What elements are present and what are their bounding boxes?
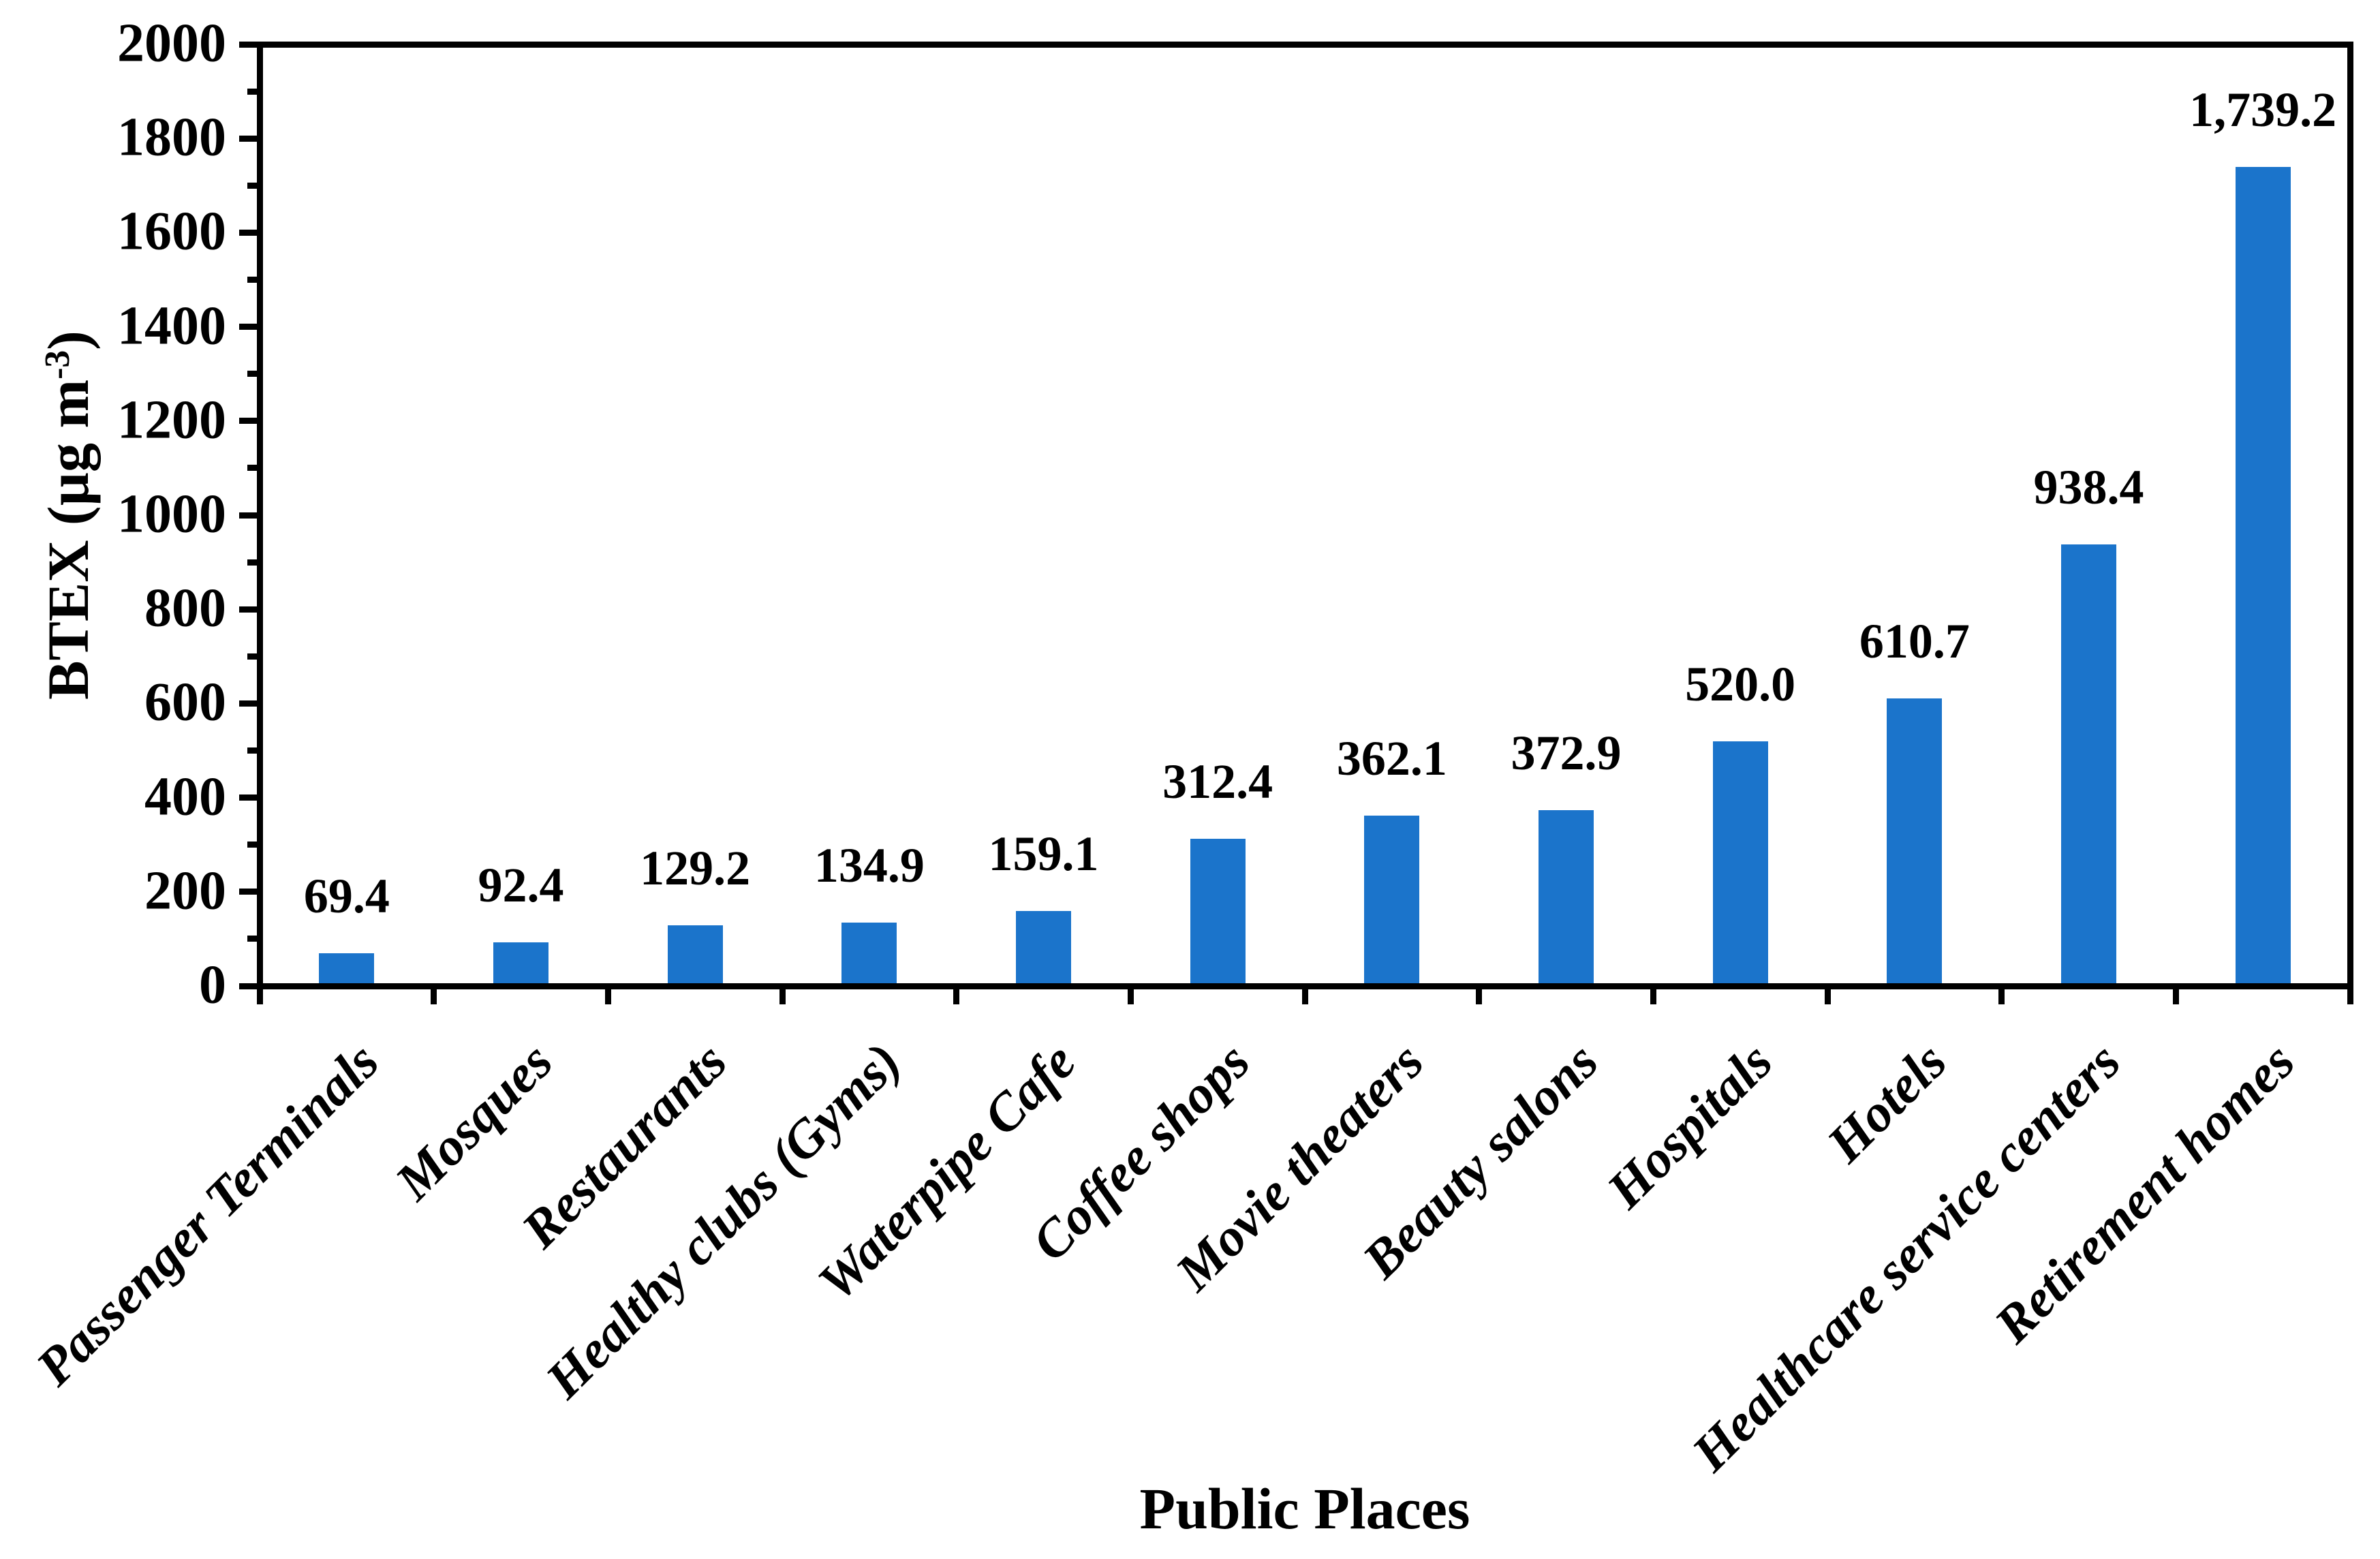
x-axis-tick <box>1824 989 1831 1004</box>
y-major-tick <box>238 512 260 519</box>
bar <box>1712 741 1768 986</box>
x-axis-tick <box>604 989 611 1004</box>
y-minor-tick <box>247 371 260 377</box>
y-major-tick <box>238 229 260 236</box>
bar-value-label: 159.1 <box>988 827 1099 881</box>
bar <box>1887 698 1943 986</box>
y-tick-label: 1600 <box>117 201 226 262</box>
y-major-tick <box>238 889 260 895</box>
y-tick-label: 0 <box>199 955 226 1015</box>
y-minor-tick <box>247 653 260 660</box>
bar <box>1016 911 1071 986</box>
bar-value-label: 134.9 <box>814 838 925 893</box>
category-label: Hospitals <box>1595 1031 1784 1220</box>
bar <box>493 942 548 986</box>
y-axis-title-close-paren: ) <box>35 330 101 350</box>
y-tick-label: 800 <box>144 578 226 638</box>
bar <box>1190 839 1246 986</box>
y-minor-tick <box>247 182 260 189</box>
y-tick-label: 400 <box>144 766 226 827</box>
y-axis-title-text: BTEX (µg m <box>35 379 101 700</box>
y-tick-label: 200 <box>144 861 226 921</box>
y-major-tick <box>238 700 260 707</box>
bar-value-label: 69.4 <box>303 869 390 923</box>
x-axis-tick <box>1650 989 1656 1004</box>
x-axis-tick <box>953 989 960 1004</box>
x-axis-tick <box>779 989 786 1004</box>
bar-value-label: 362.1 <box>1336 731 1447 786</box>
bar <box>667 925 723 986</box>
y-major-tick <box>238 135 260 142</box>
y-major-tick <box>238 418 260 425</box>
y-major-tick <box>238 606 260 613</box>
category-label: Mosques <box>384 1031 564 1211</box>
x-axis-tick <box>431 989 437 1004</box>
bar <box>2061 544 2116 986</box>
x-axis-tick <box>1476 989 1483 1004</box>
bar-value-label: 938.4 <box>2033 460 2144 514</box>
category-label: Retirement homes <box>1983 1031 2306 1355</box>
y-minor-tick <box>247 465 260 472</box>
y-major-tick <box>238 41 260 48</box>
y-axis-title-superscript: -3 <box>37 350 77 380</box>
bar-value-label: 92.4 <box>478 858 564 912</box>
x-axis-tick <box>1127 989 1134 1004</box>
x-axis-tick <box>2172 989 2179 1004</box>
y-major-tick <box>238 983 260 989</box>
bar-value-label: 1,739.2 <box>2189 82 2337 137</box>
y-major-tick <box>238 794 260 801</box>
plot-area-border <box>256 41 2353 989</box>
bar-value-label: 129.2 <box>640 841 751 895</box>
bar-value-label: 372.9 <box>1511 726 1622 780</box>
bar-value-label: 610.7 <box>1859 614 1970 668</box>
y-tick-label: 600 <box>144 672 226 732</box>
y-tick-label: 2000 <box>117 13 226 74</box>
y-tick-label: 1800 <box>117 107 226 168</box>
y-axis-title: BTEX (µg m-3) <box>35 330 101 700</box>
bar-value-label: 312.4 <box>1162 754 1273 809</box>
bar <box>2235 167 2291 986</box>
category-label: Passenger Terminals <box>24 1031 390 1397</box>
y-minor-tick <box>247 559 260 566</box>
y-tick-label: 1400 <box>117 295 226 356</box>
bar <box>841 923 897 986</box>
x-axis-tick <box>1998 989 2005 1004</box>
y-minor-tick <box>247 747 260 754</box>
x-axis-title: Public Places <box>1139 1476 1470 1541</box>
bar-value-label: 520.0 <box>1685 657 1796 711</box>
y-tick-label: 1000 <box>117 484 226 544</box>
y-tick-label: 1200 <box>117 390 226 450</box>
y-minor-tick <box>247 277 260 283</box>
category-label: Hotels <box>1815 1031 1958 1174</box>
y-major-tick <box>238 324 260 330</box>
y-minor-tick <box>247 936 260 942</box>
x-axis-tick <box>2347 989 2353 1004</box>
bar <box>1539 810 1594 986</box>
bar <box>319 953 375 986</box>
bar <box>1364 816 1420 986</box>
x-axis-tick <box>256 989 263 1004</box>
x-axis-tick <box>1301 989 1308 1004</box>
y-minor-tick <box>247 842 260 848</box>
y-minor-tick <box>247 88 260 95</box>
